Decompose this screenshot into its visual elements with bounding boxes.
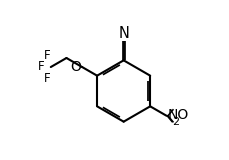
Text: N: N xyxy=(118,26,128,40)
Text: F: F xyxy=(38,60,45,73)
Text: 2: 2 xyxy=(172,117,179,127)
Text: NO: NO xyxy=(166,108,188,122)
Text: F: F xyxy=(43,72,50,85)
Text: O: O xyxy=(70,60,81,74)
Text: F: F xyxy=(43,48,50,62)
